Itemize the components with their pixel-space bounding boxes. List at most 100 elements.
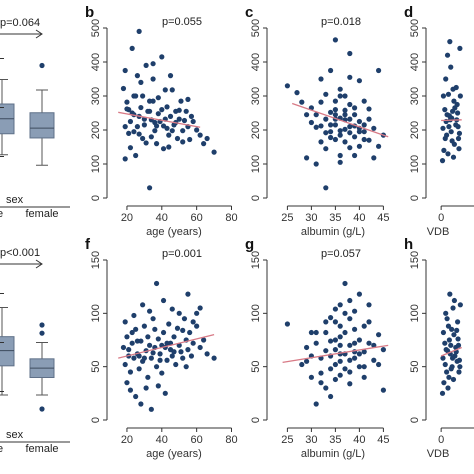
data-point	[148, 406, 154, 412]
data-point	[442, 135, 448, 142]
data-point	[323, 185, 329, 191]
data-point	[352, 308, 358, 314]
y-tick-label: 50	[90, 361, 102, 373]
panel-letter: f	[85, 236, 91, 253]
data-point	[448, 366, 454, 372]
y-tick-label: 200	[90, 121, 102, 139]
outlier-point	[39, 62, 45, 69]
outlier-point	[39, 322, 45, 328]
x-axis-label: albumin (g/L)	[301, 226, 365, 238]
data-point	[332, 112, 338, 118]
data-point	[313, 124, 319, 130]
p-value: p=0.064	[0, 17, 40, 29]
data-point	[449, 355, 456, 361]
data-point	[166, 144, 172, 150]
data-point	[133, 152, 139, 159]
data-point	[332, 306, 338, 312]
x-tick-label: 80	[225, 212, 237, 224]
data-point	[352, 355, 358, 361]
data-point	[451, 141, 457, 147]
data-point	[150, 61, 156, 67]
data-point	[443, 76, 449, 82]
y-tick-label: 150	[90, 251, 102, 269]
data-point	[136, 353, 142, 359]
p-value: p=0.001	[162, 248, 202, 260]
data-point	[194, 310, 200, 316]
data-point	[371, 357, 377, 363]
data-point	[332, 319, 338, 325]
x-tick-label: 80	[225, 434, 237, 446]
data-point	[347, 357, 353, 363]
data-point	[337, 132, 343, 138]
data-point	[440, 355, 446, 361]
data-point	[342, 280, 348, 287]
data-point	[328, 109, 334, 115]
data-point	[173, 361, 179, 368]
data-point	[145, 334, 151, 340]
data-point	[445, 91, 452, 97]
data-point	[441, 380, 447, 386]
data-point	[160, 146, 167, 152]
data-point	[337, 86, 343, 92]
data-point	[371, 342, 377, 348]
data-point	[332, 122, 338, 128]
data-point	[444, 52, 451, 58]
data-point	[323, 130, 329, 136]
category-label-male: e	[0, 443, 3, 455]
data-point	[180, 355, 186, 361]
data-point	[140, 135, 146, 142]
data-point	[313, 340, 319, 346]
data-point	[167, 113, 174, 119]
x-axis-label: sex	[6, 194, 24, 206]
data-point	[332, 107, 338, 113]
data-point	[304, 358, 310, 364]
data-point	[323, 319, 329, 325]
data-point	[180, 327, 186, 333]
data-point	[134, 124, 140, 130]
data-point	[366, 106, 372, 112]
data-point	[162, 390, 168, 396]
x-tick-label: 0	[438, 212, 444, 224]
data-point	[318, 76, 324, 82]
data-point	[337, 93, 343, 99]
x-tick-label: 30	[305, 434, 317, 446]
data-point	[159, 107, 165, 113]
data-point	[141, 355, 147, 361]
data-point	[455, 124, 461, 130]
data-point	[450, 376, 457, 383]
data-point	[122, 361, 128, 368]
data-point	[131, 355, 137, 361]
data-point	[380, 347, 386, 353]
p-value: p=0.055	[162, 16, 202, 28]
data-point	[129, 45, 135, 52]
data-point	[143, 140, 149, 146]
data-point	[342, 310, 348, 316]
data-point	[166, 132, 172, 138]
data-point	[176, 310, 182, 316]
data-point	[352, 134, 358, 140]
data-point	[171, 349, 177, 355]
data-point	[337, 302, 343, 308]
data-point	[347, 116, 353, 122]
data-point	[457, 93, 463, 99]
data-point	[133, 326, 139, 332]
p-value: p=0.018	[321, 16, 361, 28]
x-axis-label: albumin (g/L)	[301, 448, 365, 460]
data-point	[127, 118, 134, 125]
data-point	[451, 297, 457, 304]
data-point	[313, 112, 319, 118]
data-point	[197, 132, 203, 138]
p-value: p<0.001	[0, 247, 40, 259]
data-point	[352, 105, 358, 111]
data-point	[366, 319, 372, 325]
data-point	[147, 308, 153, 314]
data-point	[328, 393, 334, 400]
y-tick-label: 300	[90, 87, 102, 105]
data-point	[176, 116, 182, 122]
data-point	[323, 116, 329, 122]
data-point	[185, 291, 191, 297]
data-point	[444, 316, 450, 322]
y-tick-label: 50	[409, 361, 421, 373]
data-point	[347, 124, 353, 130]
